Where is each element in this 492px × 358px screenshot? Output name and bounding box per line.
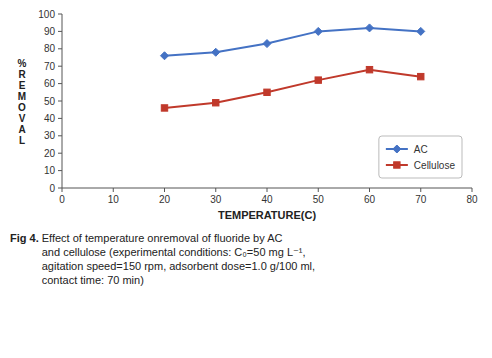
data-point [161, 52, 169, 60]
x-tick [318, 188, 319, 192]
y-tick-label: 30 [44, 130, 56, 141]
chart: 0 10 20 30 40 50 60 70 80 0 10 20 30 40 50 60 70 80 90 100 T… [0, 0, 492, 358]
data-point [366, 24, 374, 32]
legend: AC Cellulose [379, 136, 462, 178]
legend-marker [393, 145, 401, 153]
y-tick [58, 118, 62, 119]
x-tick [472, 188, 473, 192]
y-axis-label-line: L [19, 135, 25, 146]
legend-label: AC [414, 144, 428, 155]
y-axis-label-line: M [18, 91, 26, 102]
x-tick-label: 50 [313, 194, 325, 205]
x-tick [420, 188, 421, 192]
data-point [263, 40, 271, 48]
x-tick-label: 20 [159, 194, 171, 205]
y-tick [58, 170, 62, 171]
x-tick [267, 188, 268, 192]
x-tick [164, 188, 165, 192]
data-point [213, 100, 219, 106]
y-tick [58, 101, 62, 102]
x-tick [215, 188, 216, 192]
y-axis-label: %REMOVAL [18, 58, 27, 146]
x-tick-label: 80 [466, 194, 478, 205]
y-tick-label: 10 [44, 165, 56, 176]
y-tick-label: 100 [38, 9, 55, 20]
caption-text: Effect of temperature onremoval of fluor… [42, 232, 315, 286]
y-tick-label: 70 [44, 61, 56, 72]
y-axis-label-line: A [18, 124, 25, 135]
data-point [418, 73, 424, 79]
y-axis-label-line: E [19, 80, 26, 91]
data-point [366, 66, 372, 72]
y-tick-label: 60 [44, 78, 56, 89]
y-tick-label: 80 [44, 43, 56, 54]
x-tick [62, 188, 63, 192]
legend-marker [394, 162, 400, 168]
y-tick [58, 31, 62, 32]
y-tick-label: 40 [44, 113, 56, 124]
y-tick-label: 0 [49, 183, 55, 194]
caption-line: agitation speed=150 rpm, adsorbent dose=… [42, 260, 315, 272]
x-tick-label: 10 [108, 194, 120, 205]
y-tick [58, 83, 62, 84]
data-point [161, 105, 167, 111]
y-tick-label: 20 [44, 148, 56, 159]
x-tick-label: 40 [261, 194, 273, 205]
caption-line: and cellulose (experimental conditions: … [42, 246, 306, 258]
y-axis-label-line: % [18, 58, 27, 69]
data-point [264, 89, 270, 95]
x-axis-label: TEMPERATURE(C) [218, 209, 317, 221]
y-tick-label: 50 [44, 96, 56, 107]
data-point [314, 27, 322, 35]
legend-label: Cellulose [414, 160, 456, 171]
series-line [165, 28, 421, 56]
plot-area [161, 24, 425, 111]
caption-line: Effect of temperature onremoval of fluor… [42, 232, 283, 244]
x-tick [369, 188, 370, 192]
y-tick-label: 90 [44, 26, 56, 37]
series-line [165, 70, 421, 108]
caption-label: Fig 4. [10, 232, 39, 244]
data-point [212, 48, 220, 56]
x-tick-label: 0 [59, 194, 65, 205]
x-tick-label: 70 [415, 194, 427, 205]
y-axis-label-line: V [19, 113, 26, 124]
x-tick-label: 30 [210, 194, 222, 205]
y-tick [58, 153, 62, 154]
data-point [315, 77, 321, 83]
x-tick [113, 188, 114, 192]
y-tick [58, 48, 62, 49]
y-axis-label-line: R [18, 69, 26, 80]
x-tick-label: 60 [364, 194, 376, 205]
y-tick [58, 135, 62, 136]
y-axis-label-line: O [18, 102, 26, 113]
y-tick [58, 66, 62, 67]
data-point [417, 27, 425, 35]
y-tick [58, 14, 62, 15]
caption-line: contact time: 70 min) [42, 274, 144, 286]
legend-box [379, 136, 462, 178]
y-tick [58, 188, 62, 189]
